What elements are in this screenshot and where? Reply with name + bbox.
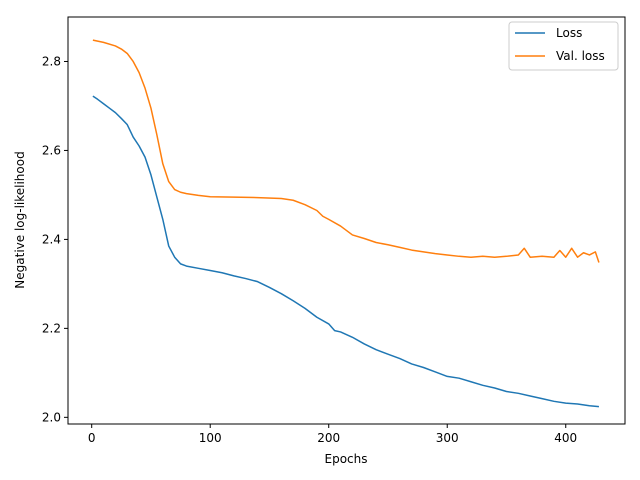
- series-line-val-loss: [92, 39, 600, 263]
- axes-layer: [67, 16, 626, 425]
- y-axis-ticks: 2.0 2.2 2.4 2.6 2.8: [42, 54, 68, 424]
- legend-box: [508, 21, 619, 71]
- x-tick-label: 100: [199, 431, 222, 445]
- x-axis-ticks: 0 100 200 300 400: [88, 424, 577, 445]
- y-tick-label: 2.6: [42, 143, 61, 157]
- x-tick-label: 200: [317, 431, 340, 445]
- x-tick-label: 400: [554, 431, 577, 445]
- x-tick-label: 300: [436, 431, 459, 445]
- y-tick-label: 2.8: [42, 54, 61, 68]
- legend: Loss Val. loss: [508, 21, 619, 71]
- legend-label-loss: Loss: [556, 26, 582, 40]
- series-line-loss: [92, 95, 600, 408]
- plot-layer: [92, 39, 600, 408]
- y-axis-label: Negative log-likelihood: [13, 151, 27, 288]
- legend-label-val-loss: Val. loss: [556, 49, 605, 63]
- y-tick-label: 2.4: [42, 232, 61, 246]
- y-tick-label: 2.0: [42, 410, 61, 424]
- x-axis-label: Epochs: [325, 452, 368, 466]
- x-tick-label: 0: [88, 431, 96, 445]
- y-tick-label: 2.2: [42, 321, 61, 335]
- axes-frame: [67, 16, 626, 425]
